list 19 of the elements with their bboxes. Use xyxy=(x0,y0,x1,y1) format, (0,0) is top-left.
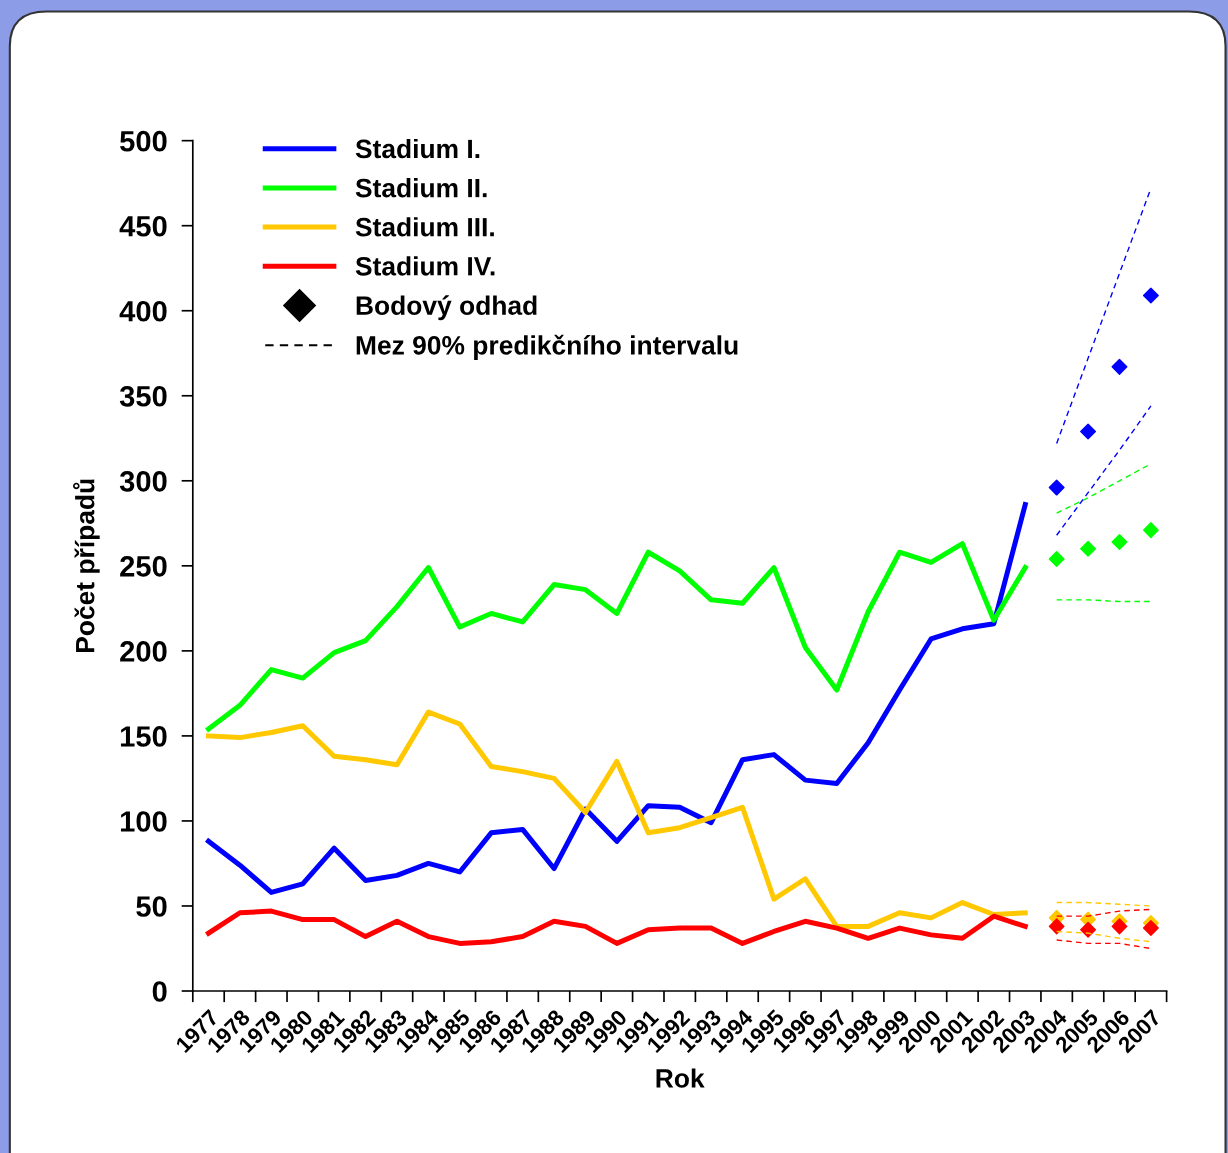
y-tick-label: 150 xyxy=(120,726,167,747)
y-tick-label: 350 xyxy=(119,385,167,407)
x-axis-title: Rok xyxy=(656,1068,705,1088)
y-tick-label: 0 xyxy=(152,981,167,1002)
y-tick-label: 450 xyxy=(119,215,167,237)
y-tick-label: 250 xyxy=(120,556,167,577)
legend-label: Stadium I. xyxy=(355,138,480,159)
legend-label: Stadium II. xyxy=(355,178,487,198)
y-tick-label: 500 xyxy=(120,130,167,152)
y-axis-title: Počet případů xyxy=(73,479,100,653)
y-tick-label: 100 xyxy=(120,811,167,832)
legend-label: Stadium III. xyxy=(355,217,494,237)
annotation: Mez 90% predikčního intervalu xyxy=(356,334,738,360)
annotation: Bodový odhad xyxy=(356,295,537,321)
y-tick-label: 50 xyxy=(136,896,167,917)
y-tick-label: 300 xyxy=(119,471,167,492)
legend-label: Stadium IV. xyxy=(355,256,495,276)
y-tick-label: 200 xyxy=(120,641,167,662)
y-tick-label: 400 xyxy=(119,300,167,322)
